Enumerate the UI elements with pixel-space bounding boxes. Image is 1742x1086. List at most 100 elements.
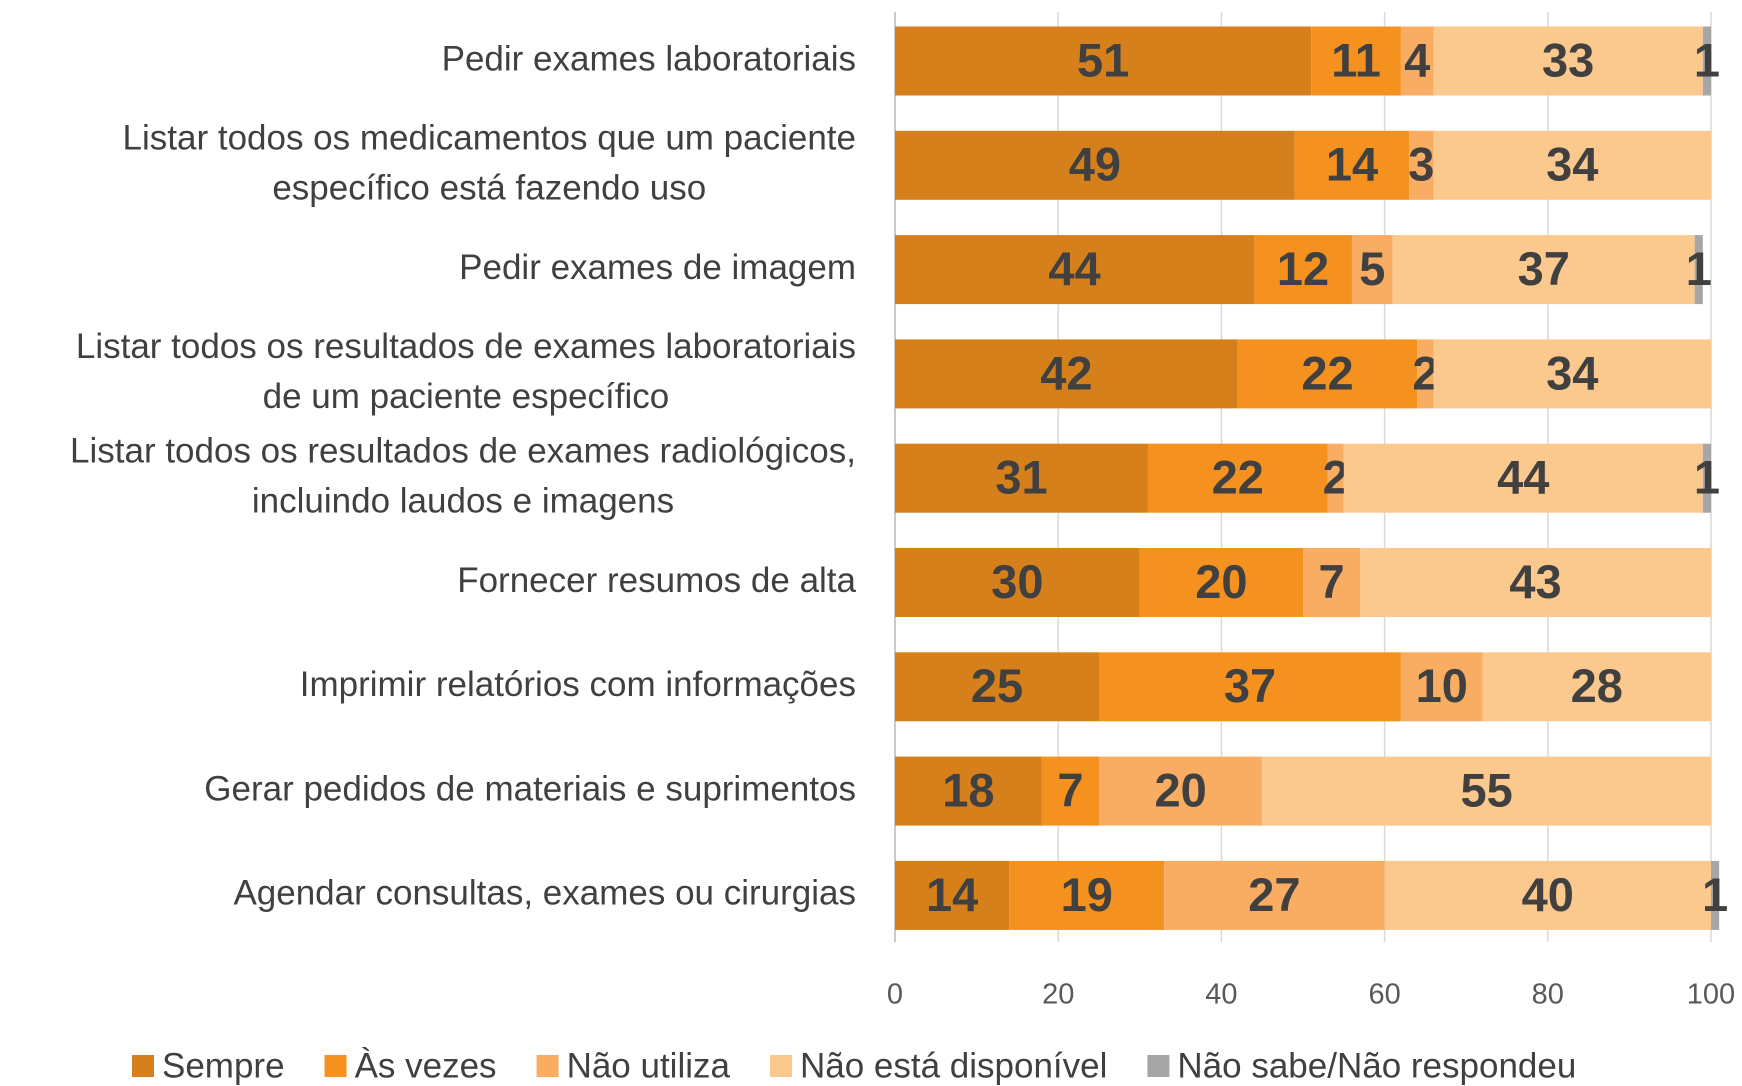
bar-segment	[1237, 339, 1418, 409]
data-label: 55	[1460, 764, 1512, 817]
data-label: 22	[1212, 451, 1264, 504]
bar-segment	[1384, 860, 1711, 930]
bar-segment	[1099, 756, 1263, 826]
data-label: 10	[1416, 659, 1468, 712]
category-label: Pedir exames laboratoriais	[442, 39, 856, 78]
data-label: 19	[1061, 868, 1113, 921]
data-label: 20	[1154, 764, 1206, 817]
bar-segment	[1041, 756, 1099, 826]
data-label: 40	[1522, 868, 1574, 921]
data-label: 14	[1326, 138, 1378, 191]
data-label: 1	[1686, 242, 1712, 295]
data-label: 43	[1509, 555, 1561, 608]
data-label: 31	[995, 451, 1047, 504]
legend-swatch	[132, 1055, 154, 1077]
category-label: Agendar consultas, exames ou cirurgias	[233, 874, 856, 913]
bar-segment	[1433, 26, 1703, 96]
data-label: 7	[1318, 555, 1344, 608]
bar-segment	[895, 756, 1042, 826]
legend-swatch	[324, 1055, 347, 1077]
bar-segment	[1343, 443, 1703, 513]
category-label: Pedir exames de imagem	[459, 248, 856, 287]
category-label: Fornecer resumos de alta	[457, 561, 856, 600]
data-label: 37	[1224, 659, 1276, 712]
data-label: 25	[971, 659, 1023, 712]
data-label: 49	[1069, 138, 1121, 191]
bar-segment	[895, 443, 1148, 513]
data-label: 44	[1497, 451, 1549, 504]
bar-segment	[1417, 339, 1434, 409]
data-label: 37	[1518, 242, 1570, 295]
data-label: 20	[1195, 555, 1247, 608]
bar-segment	[1702, 26, 1711, 96]
x-tick-label: 40	[1205, 979, 1237, 1011]
data-label: 18	[942, 764, 994, 817]
bar-segment	[1139, 548, 1303, 617]
data-label: 7	[1057, 764, 1083, 817]
category-label: Listar todos os medicamentos que um paci…	[123, 119, 856, 158]
data-label: 5	[1359, 242, 1385, 295]
bar-segment	[1294, 130, 1410, 200]
data-label: 22	[1301, 346, 1353, 399]
data-label: 28	[1571, 659, 1623, 712]
data-label: 1	[1694, 451, 1720, 504]
bar-segment	[1009, 860, 1165, 930]
legend-label: Não utiliza	[567, 1046, 731, 1085]
bar-segment	[1433, 130, 1711, 200]
category-label: específico está fazendo uso	[272, 169, 706, 208]
bar-segment	[1303, 548, 1361, 617]
data-label: 30	[991, 555, 1043, 608]
bar-segment	[1351, 235, 1393, 305]
bar-segment	[1099, 652, 1401, 722]
category-label: de um paciente específico	[263, 377, 670, 416]
bar-segment	[1254, 235, 1352, 305]
bar-segment	[895, 130, 1295, 200]
legend-swatch	[536, 1055, 559, 1077]
bar-segment	[1409, 130, 1434, 200]
bar-segment	[1702, 443, 1711, 513]
bar-segment	[1360, 548, 1711, 617]
bar-segment	[1400, 26, 1434, 96]
legend-label: Não sabe/Não respondeu	[1177, 1046, 1576, 1085]
bar-segment	[1433, 339, 1711, 409]
bar-segment	[1392, 235, 1695, 305]
data-label: 11	[1331, 33, 1381, 86]
bar-segment	[895, 548, 1140, 617]
category-label: Listar todos os resultados de exames rad…	[70, 431, 856, 470]
bar-segment	[1164, 860, 1385, 930]
bar-segment	[1327, 443, 1344, 513]
legend-swatch	[769, 1055, 792, 1077]
category-label: Listar todos os resultados de exames lab…	[76, 327, 856, 366]
bar-segment	[895, 652, 1099, 722]
x-tick-label: 60	[1368, 979, 1400, 1011]
bar-segment	[1711, 860, 1720, 930]
x-tick-label: 20	[1042, 979, 1074, 1011]
x-tick-label: 0	[887, 979, 903, 1011]
bar-segment	[895, 339, 1238, 409]
category-label: incluindo laudos e imagens	[252, 481, 674, 520]
data-label: 51	[1077, 33, 1129, 86]
data-label: 44	[1048, 242, 1100, 295]
data-label: 12	[1277, 242, 1329, 295]
data-label: 4	[1404, 33, 1430, 86]
data-label: 3	[1408, 138, 1434, 191]
bar-segment	[1311, 26, 1401, 96]
legend-label: Sempre	[162, 1046, 285, 1085]
bar-segment	[895, 26, 1312, 96]
legend-swatch	[1147, 1055, 1170, 1077]
bar-segment	[1694, 235, 1703, 305]
bar-segment	[1147, 443, 1328, 513]
data-label: 42	[1040, 346, 1092, 399]
x-tick-label: 100	[1687, 979, 1735, 1011]
data-label: 1	[1694, 33, 1720, 86]
data-label: 34	[1546, 346, 1598, 399]
bar-segment	[895, 860, 1010, 930]
bar-segment	[1482, 652, 1711, 722]
legend-label: Às vezes	[355, 1046, 497, 1085]
x-tick-label: 80	[1532, 979, 1564, 1011]
data-label: 34	[1546, 138, 1598, 191]
bar-segment	[1400, 652, 1483, 722]
data-label: 14	[926, 868, 978, 921]
category-label: Imprimir relatórios com informações	[300, 665, 856, 704]
